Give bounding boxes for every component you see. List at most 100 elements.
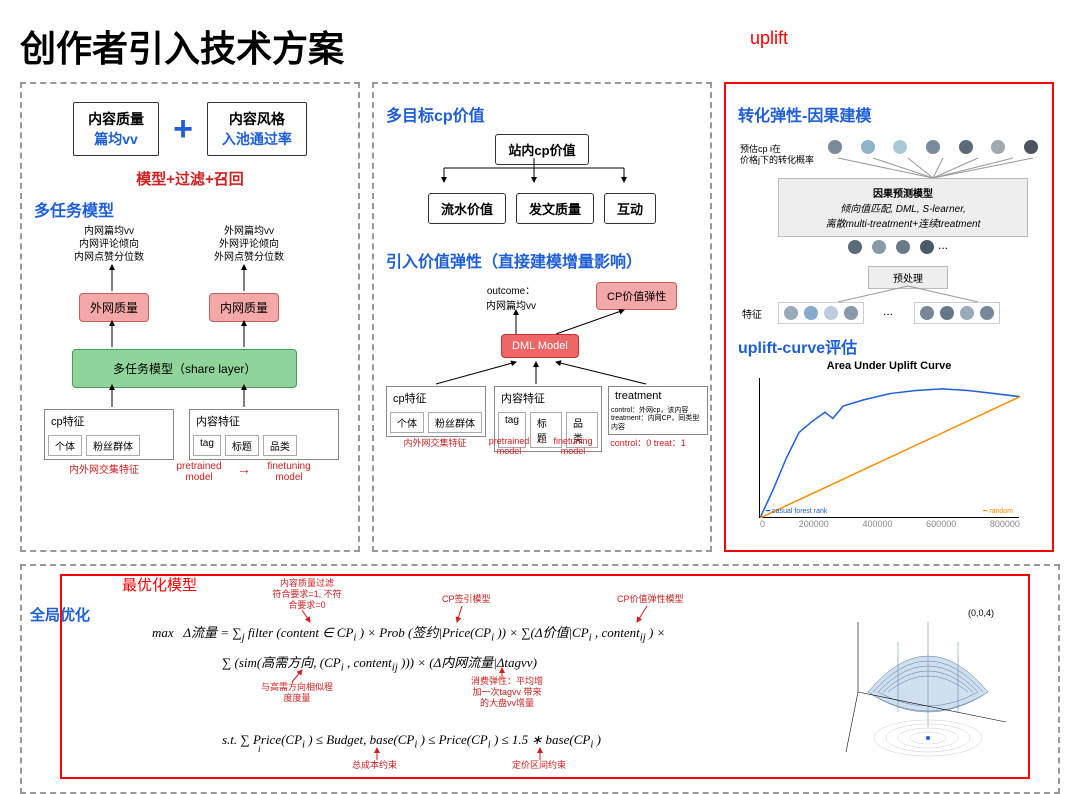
content-feature-box: 内容特征 tag 标题 品类 xyxy=(189,409,339,460)
cmb-l1: 倾向值匹配, DML, S-learner, xyxy=(787,200,1019,215)
uplift-curve-line xyxy=(760,389,1020,518)
m-l-1: 内网评论倾向 xyxy=(74,238,144,251)
sub-fs: 粉丝群体 xyxy=(86,435,140,456)
p3-diagram: 预估cp i在 价格j下的转化概率 因果预测模型 倾向值匹配, DML, S-l… xyxy=(738,130,1040,370)
m-l-0: 内网篇均vv xyxy=(74,225,144,238)
model-filter-recall: 模型+过滤+召回 xyxy=(34,168,346,189)
br2b: model xyxy=(164,472,234,483)
annot4: 与高需方向相似程 度度量 xyxy=(252,682,342,704)
br3a: finetuning xyxy=(254,461,324,472)
feat-box-l xyxy=(778,302,864,324)
center-dot xyxy=(926,736,930,740)
a5-0: 消费弹性：平均增 xyxy=(462,676,552,687)
green-share-layer: 多任务模型（share layer） xyxy=(72,349,297,388)
br2: pretrained model xyxy=(164,461,234,483)
panel-optimization: 全局优化 最优化模型 内容质量过滤 符合要求=1, 不符 合要求=0 CP签引模… xyxy=(20,564,1060,794)
sub-gt: 个体 xyxy=(48,435,82,456)
a4-0: 与高需方向相似程 xyxy=(252,682,342,693)
p3-fanout xyxy=(818,156,1048,180)
page-title: 创作者引入技术方案 xyxy=(20,20,1067,72)
p2br3: finetuning model xyxy=(548,436,598,456)
box1-line1: 内容质量 xyxy=(88,109,144,129)
p2-arrows-2 xyxy=(386,360,706,386)
annot7: 定价区间约束 xyxy=(512,760,566,771)
opt-model-label: 最优化模型 xyxy=(122,574,197,595)
surface-plot: (0,0,4) xyxy=(838,602,1018,762)
box2-line2: 入池通过率 xyxy=(222,129,292,149)
legend2: ━ random xyxy=(983,507,1013,515)
p2-diagram: outcome： 内网篇均vv CP价值弹性 DML Model cp特征 个体… xyxy=(386,278,698,478)
br1: 内外网交集特征 xyxy=(44,461,164,483)
a1-0: 内容质量过滤 xyxy=(262,578,352,589)
interaction: 互动 xyxy=(604,193,656,224)
annot3: CP价值弹性模型 xyxy=(617,594,684,605)
p2-row: 流水价值 发文质量 互动 xyxy=(386,193,698,224)
cp-label: cp特征 xyxy=(45,410,173,432)
preprocess-box: 预处理 xyxy=(868,266,948,289)
math-line2: ∑ (sim(高需方向, (CPi , contentij ))) × (Δ内网… xyxy=(222,652,537,674)
p2-cat3: treatment control：外网cp，该内容 treatment：内网C… xyxy=(608,386,708,435)
dml-box: DML Model xyxy=(501,334,579,358)
p2br1: 内外网交集特征 xyxy=(386,436,484,456)
uplift-chart: ━ casual forest rank ━ random 0200000400… xyxy=(759,378,1019,518)
annot5: 消费弹性：平均增 加一次tagvv 带来 的大盘vv增量 xyxy=(462,676,552,708)
p2-cat1-l: cp特征 xyxy=(387,387,485,409)
chart-svg xyxy=(760,378,1020,518)
p3-rowlabel: 预估cp i在 价格j下的转化概率 xyxy=(740,144,814,166)
arrow-red: → xyxy=(234,461,254,483)
panel-uplift: 转化弹性-因果建模 预估cp i在 价格j下的转化概率 因果预测模型 倾向值匹配… xyxy=(724,82,1054,552)
content-label: 内容特征 xyxy=(190,410,338,432)
p2br2b: model xyxy=(484,446,534,456)
panel-cpvalue: 多目标cp价值 站内cp价值 流水价值 发文质量 互动 引入价值弹性（直接建模增… xyxy=(372,82,712,552)
outcome-sub: 内网篇均vv xyxy=(486,297,536,312)
p4-inner: 最优化模型 内容质量过滤 符合要求=1, 不符 合要求=0 CP签引模型 CP价… xyxy=(60,574,1030,779)
p2-arrows-1 xyxy=(386,306,706,336)
surface-mesh xyxy=(868,622,988,727)
surface-svg: (0,0,4) xyxy=(838,602,1018,762)
br3: finetuning model xyxy=(254,461,324,483)
math-line1: max Δ流量 = ∑j filter (content ∈ CPi ) × P… xyxy=(152,622,665,644)
feature-lbl: 特征 xyxy=(742,306,762,321)
p2br2a: pretrained xyxy=(484,436,534,446)
cp-feature-box: cp特征 个体 粉丝群体 xyxy=(44,409,174,460)
plus-icon: + xyxy=(173,110,193,149)
zlabel: (0,0,4) xyxy=(968,608,994,618)
causal-model-box: 因果预测模型 倾向值匹配, DML, S-learner, 离散multi-tr… xyxy=(778,178,1028,237)
p2br2: pretrained model xyxy=(484,436,534,456)
p2-cat1: cp特征 个体 粉丝群体 xyxy=(386,386,486,437)
math-line3: s.t. ∑ Price(CPi ) ≤ Budget, base(CPi ) … xyxy=(222,732,601,751)
cmb-title: 因果预测模型 xyxy=(787,185,1019,200)
pink-external: 外网质量 xyxy=(79,293,149,322)
p2c3l2: treatment：内网CP，同类型内容 xyxy=(611,415,705,432)
m-r-2: 外网点赞分位数 xyxy=(214,251,284,264)
math-sumI: i xyxy=(258,744,261,754)
a5-1: 加一次tagvv 带来 xyxy=(462,687,552,698)
p2br4: control：0 treat：1 xyxy=(598,436,698,456)
p2-cat2-l: 内容特征 xyxy=(495,387,601,409)
dots-feat-l xyxy=(784,306,858,320)
p2-cat3-body: control：外网cp，该内容 treatment：内网CP，同类型内容 xyxy=(609,405,707,434)
metrics-right: 外网篇均vv 外网评论倾向 外网点赞分位数 xyxy=(214,225,284,264)
outcome-label: outcome： xyxy=(486,282,536,297)
m-r-1: 外网评论倾向 xyxy=(214,238,284,251)
sub-tag: tag xyxy=(193,435,221,456)
box1-line2: 篇均vv xyxy=(88,129,144,149)
annot1: 内容质量过滤 符合要求=1, 不符 合要求=0 xyxy=(262,578,352,610)
content-quality-box: 内容质量 篇均vv xyxy=(73,102,159,156)
cp-elasticity-box: CP价值弹性 xyxy=(596,282,677,310)
box2-line1: 内容风格 xyxy=(222,109,292,129)
a1-2: 合要求=0 xyxy=(262,600,352,611)
sub-cat: 品类 xyxy=(263,435,297,456)
p2s1: 个体 xyxy=(390,412,424,433)
annot6: 总成本约束 xyxy=(352,760,397,771)
dots-mid xyxy=(848,240,934,254)
outcome-box: outcome： 内网篇均vv xyxy=(486,282,536,312)
p3rl2: 价格j下的转化概率 xyxy=(740,155,814,166)
bottom-red-row: 内外网交集特征 pretrained model → finetuning mo… xyxy=(44,461,344,483)
p3-title1: 转化弹性-因果建模 xyxy=(738,102,1040,126)
p2-title1: 多目标cp价值 xyxy=(386,102,698,126)
dots-top xyxy=(828,140,1038,154)
ellipsis-1: ... xyxy=(938,238,948,252)
cp-value-box: 站内cp价值 xyxy=(495,134,588,165)
p3rl1: 预估cp i在 xyxy=(740,144,814,155)
